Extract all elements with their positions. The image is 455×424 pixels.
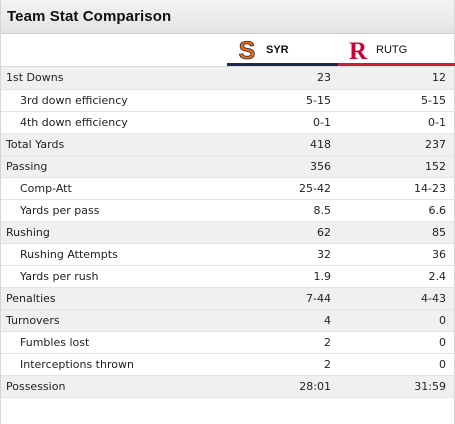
stat-label: Yards per pass (1, 199, 227, 222)
stat-value-rutg: 2.4 (338, 265, 454, 288)
stat-row: 3rd down efficiency 5-15 5-15 (1, 89, 454, 112)
stat-value-syr: 25-42 (227, 177, 338, 200)
stat-value-rutg: 36 (338, 243, 454, 266)
stat-value-rutg: 4-43 (338, 287, 454, 310)
stat-value-rutg: 85 (338, 221, 454, 244)
stat-value-syr: 4 (227, 309, 338, 332)
stat-value-syr: 2 (227, 331, 338, 354)
stat-value-syr: 62 (227, 221, 338, 244)
stat-row: Possession 28:01 31:59 (1, 375, 454, 398)
stat-label: Total Yards (1, 133, 227, 156)
stat-label: Turnovers (1, 309, 227, 332)
stat-value-rutg: 152 (338, 155, 454, 178)
stat-label: 3rd down efficiency (1, 89, 227, 112)
stat-row: Fumbles lost 2 0 (1, 331, 454, 354)
stat-value-syr: 418 (227, 133, 338, 156)
stat-label: Rushing (1, 221, 227, 244)
stat-row: Interceptions thrown 2 0 (1, 353, 454, 376)
stat-value-rutg: 0 (338, 309, 454, 332)
stat-label: Passing (1, 155, 227, 178)
team-column-header-rutg: R RUTG (338, 37, 455, 66)
stat-row: Turnovers 4 0 (1, 309, 454, 332)
stat-label: 4th down efficiency (1, 111, 227, 134)
stat-value-syr: 1.9 (227, 265, 338, 288)
stat-row: Rushing 62 85 (1, 221, 454, 244)
stat-row: Comp-Att 25-42 14-23 (1, 177, 454, 200)
stat-row: Rushing Attempts 32 36 (1, 243, 454, 266)
stat-value-rutg: 5-15 (338, 89, 454, 112)
stat-label: Possession (1, 375, 227, 398)
svg-text:S: S (239, 38, 256, 62)
stat-value-syr: 23 (227, 67, 338, 90)
stat-value-syr: 2 (227, 353, 338, 376)
stat-value-rutg: 237 (338, 133, 454, 156)
stat-label: Penalties (1, 287, 227, 310)
stat-label: Rushing Attempts (1, 243, 227, 266)
stat-value-rutg: 12 (338, 67, 454, 90)
stat-value-rutg: 6.6 (338, 199, 454, 222)
stat-row: Yards per rush 1.9 2.4 (1, 265, 454, 288)
stat-label: Comp-Att (1, 177, 227, 200)
stat-row: 1st Downs 23 12 (1, 67, 454, 90)
stat-row: Penalties 7-44 4-43 (1, 287, 454, 310)
stat-value-rutg: 0 (338, 353, 454, 376)
stat-label: Interceptions thrown (1, 353, 227, 376)
team-header-row: S SYR R RUTG (1, 34, 455, 67)
stat-value-syr: 356 (227, 155, 338, 178)
stat-row: Total Yards 418 237 (1, 133, 454, 156)
team-abbr-rutg: RUTG (376, 44, 408, 56)
stat-row: 4th down efficiency 0-1 0-1 (1, 111, 454, 134)
stat-label: Fumbles lost (1, 331, 227, 354)
stat-value-syr: 32 (227, 243, 338, 266)
team-column-header-syr: S SYR (227, 37, 338, 66)
syracuse-logo-icon: S (233, 38, 261, 62)
stat-value-syr: 28:01 (227, 375, 338, 398)
panel-title: Team Stat Comparison (7, 8, 172, 25)
stat-value-rutg: 31:59 (338, 375, 454, 398)
stat-row: Yards per pass 8.5 6.6 (1, 199, 454, 222)
stat-value-syr: 5-15 (227, 89, 338, 112)
stat-value-rutg: 0 (338, 331, 454, 354)
stat-value-syr: 7-44 (227, 287, 338, 310)
panel-header: Team Stat Comparison (1, 0, 454, 34)
stat-label: 1st Downs (1, 67, 227, 90)
stat-value-rutg: 0-1 (338, 111, 454, 134)
stat-value-rutg: 14-23 (338, 177, 454, 200)
stat-row: Passing 356 152 (1, 155, 454, 178)
stats-table: 1st Downs 23 12 3rd down efficiency 5-15 5-15… (1, 67, 454, 398)
stat-label: Yards per rush (1, 265, 227, 288)
team-abbr-syr: SYR (266, 44, 289, 56)
rutgers-logo-icon: R (344, 38, 372, 62)
svg-text:R: R (349, 38, 368, 62)
stat-value-syr: 8.5 (227, 199, 338, 222)
stat-value-syr: 0-1 (227, 111, 338, 134)
